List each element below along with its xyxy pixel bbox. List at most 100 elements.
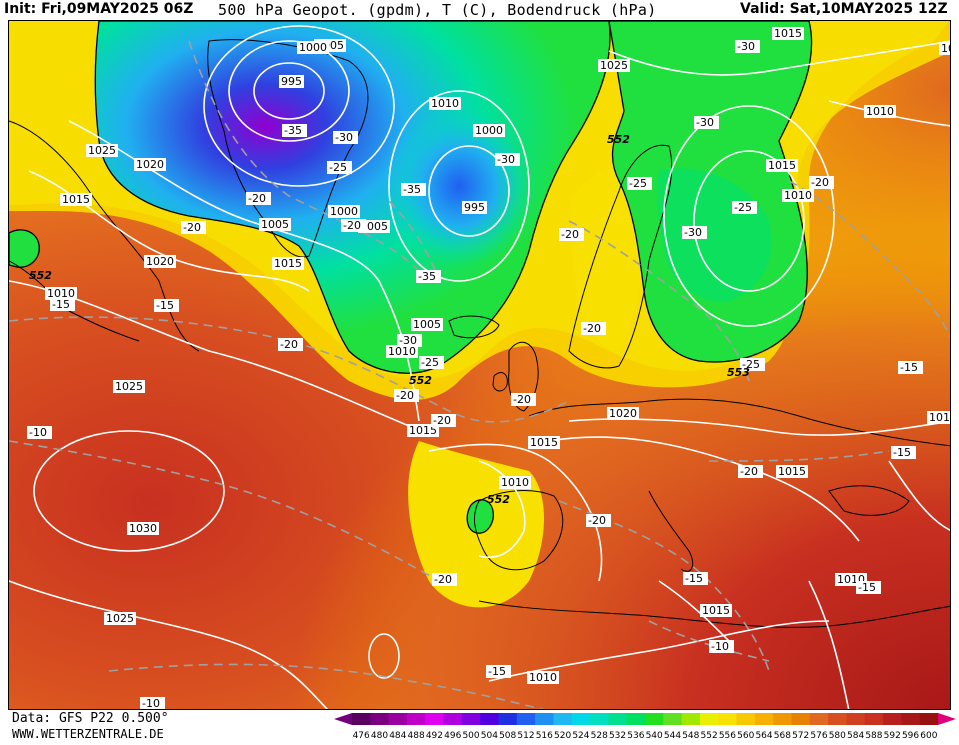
isotherm-label-text: -20 [433,414,451,427]
contour-552-label-text: 552 [607,133,630,146]
isobar-label: 1015 [939,42,951,55]
isotherm-label: -25 [627,177,652,190]
isobar-label: 1020 [144,255,176,268]
colorbar-tick: 528 [591,731,608,741]
colorbar-tick: 536 [627,731,644,741]
isobar-label-text: 1015 [530,436,558,449]
colorbar-segment [754,713,774,725]
isobar-label-text: 1015 [941,42,951,55]
isotherm-label-text: -20 [588,514,606,527]
isotherm-label-text: -25 [629,177,647,190]
isobar-label: 1020 [134,158,166,171]
trough-greenland [94,21,611,374]
isotherm-label-text: -15 [858,581,876,594]
isotherm-label-text: -35 [284,124,302,137]
colorbar-segment [553,713,573,725]
isobar-label-text: 1005 [360,220,388,233]
colorbar-segment [590,713,609,725]
colorbar-segment [791,713,811,725]
isobar-label: 1010 [527,671,559,684]
isobar-label: 1025 [113,380,145,393]
colorbar-segment [461,713,481,725]
isotherm-label-text: -15 [488,665,506,678]
isotherm-label-text: -20 [183,221,201,234]
isobar-label: 1015 [776,465,808,478]
colorbar-segment [901,713,921,725]
isobar-label-text: 1010 [431,97,459,110]
colorbar-tick: 548 [682,731,699,741]
isotherm-label-text: -35 [403,183,421,196]
isotherm-label-text: -30 [696,116,714,129]
isobar-label: 1010 [782,189,814,202]
colorbar-tick: 492 [426,731,443,741]
isobar-label-text: 1000 [330,205,358,218]
isobar-label: 995 [462,201,487,214]
isotherm-label: -25 [327,161,352,174]
colorbar-segment [352,713,371,725]
isobar-label: 1000 [297,41,329,54]
colorbar-segment [516,713,536,725]
isobar-label: 1025 [104,612,136,625]
isobar-label-text: 1015 [274,257,302,270]
contour-552-label: 552 [487,493,510,506]
website-link[interactable]: WWW.WETTERZENTRALE.DE [12,727,164,741]
isobar-label-text: 1010 [929,411,951,424]
isotherm-label-text: -15 [893,446,911,459]
colorbar-segment [626,713,646,725]
colorbar-tick: 512 [517,731,534,741]
colorbar-tick: 488 [408,731,425,741]
isotherm-label-text: -20 [396,389,414,402]
isobar-label-text: 1005 [261,218,289,231]
isotherm-label: -35 [282,124,307,137]
init-time: Init: Fri,09MAY2025 06Z [4,1,194,17]
isobar-label: 1000 [328,205,360,218]
isobar-label: 1010 [864,105,896,118]
isobar-label-text: 1025 [600,59,628,72]
isobar-label: 1010 [927,411,951,424]
isobar-label: 1010 [45,287,77,300]
contour-552-label: 552 [29,269,52,282]
colorbar-segment [718,713,738,725]
isobar-label-text: 1010 [47,287,75,300]
colorbar-segment [498,713,518,725]
isotherm-label-text: -20 [561,228,579,241]
isobar-label: 1005 [259,218,291,231]
isotherm-label: -20 [341,219,366,232]
weather-map[interactable]: 1005 1000 995 1010 1000 995 1025 1020 1015 1005 10… [8,20,951,710]
isobar-label: 1005 [411,318,443,331]
isotherm-label: -30 [495,153,520,166]
isobar-label-text: 1015 [702,604,730,617]
isobar-label-text: 1010 [784,189,812,202]
isotherm-label: -30 [682,226,707,239]
isobar-label: 1010 [429,97,461,110]
isotherm-label-text: -20 [434,573,452,586]
isotherm-label: -20 [581,322,606,335]
isobar-label: 1025 [86,144,118,157]
yellow-tongue-scandinavia [569,163,649,351]
colorbar-segment [406,713,426,725]
colorbar-tick: 580 [829,731,846,741]
colorbar-tick: 484 [389,731,406,741]
colorbar-tick: 500 [462,731,479,741]
isotherm-label: -10 [27,426,52,439]
isobar-label-text: 1020 [136,158,164,171]
isobar-label: 1015 [772,27,804,40]
contour-552-label: 552 [607,133,630,146]
isotherm-label: -25 [419,356,444,369]
colorbar-tick: 476 [353,731,370,741]
map-header: Init: Fri,09MAY2025 06Z 500 hPa Geopot. … [0,0,959,20]
isotherm-label-text: -30 [684,226,702,239]
data-source: Data: GFS P22 0.500° [12,711,169,726]
isobar-label: 1015 [700,604,732,617]
isotherm-label-text: -20 [583,322,601,335]
colorbar-arrow-low [334,713,352,725]
isobar-label-text: 1025 [115,380,143,393]
isobar-label-text: 1010 [501,476,529,489]
isotherm-label: -20 [559,228,584,241]
colorbar-tick: 508 [499,731,516,741]
colorbar-tick: 572 [792,731,809,741]
isobar-label-text: 995 [281,75,302,88]
isobar-label-text: 995 [464,201,485,214]
colorbar-segment [736,713,756,725]
isotherm-label-text: -20 [811,176,829,189]
